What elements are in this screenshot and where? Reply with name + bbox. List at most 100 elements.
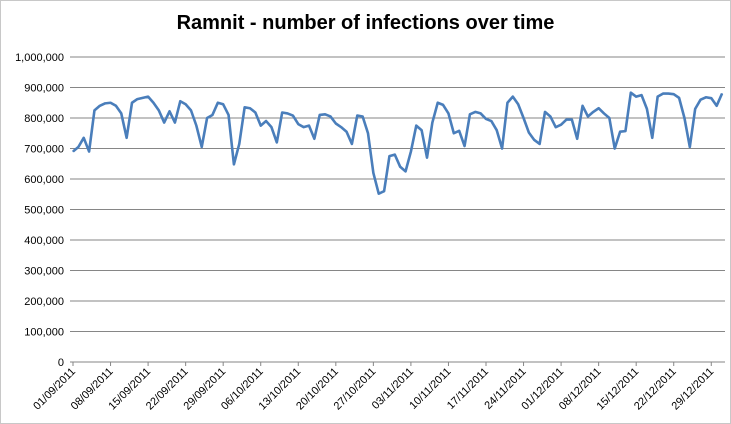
data-point: [522, 117, 525, 119]
data-point: [673, 93, 675, 95]
data-point: [163, 121, 165, 124]
data-point: [431, 121, 433, 124]
data-point: [415, 125, 417, 127]
y-tick-label: 300,000: [24, 266, 64, 278]
data-point: [131, 102, 133, 104]
data-point: [270, 126, 273, 128]
data-point: [404, 170, 407, 172]
data-point: [190, 109, 192, 111]
y-tick-label: 1,000,000: [15, 52, 64, 64]
data-point: [372, 172, 374, 174]
chart-title: Ramnit - number of infections over time: [176, 12, 555, 34]
data-point: [437, 102, 439, 104]
data-point: [120, 112, 122, 115]
series-layer: [72, 91, 724, 195]
data-point: [388, 155, 391, 157]
data-point: [426, 157, 428, 159]
y-tick-label: 800,000: [24, 113, 64, 125]
data-point: [99, 105, 101, 107]
data-point: [152, 102, 155, 104]
data-point: [544, 111, 546, 113]
data-point: [185, 103, 187, 105]
data-point: [109, 102, 112, 104]
y-tick-label: 0: [58, 357, 64, 369]
data-point: [206, 117, 208, 119]
gridlines: [70, 56, 725, 366]
data-point: [158, 109, 160, 111]
data-point: [603, 112, 605, 115]
x-axis-tick-labels: 01/09/201108/09/201115/09/201122/09/2011…: [31, 366, 716, 413]
data-point: [447, 112, 450, 115]
data-point: [657, 96, 659, 98]
data-point: [399, 166, 401, 168]
data-point: [646, 108, 648, 110]
data-point: [254, 111, 256, 114]
data-point: [581, 105, 584, 107]
data-point: [694, 108, 696, 110]
data-point: [217, 102, 219, 104]
y-tick-label: 600,000: [24, 174, 64, 186]
data-point: [286, 112, 289, 115]
series-line: [72, 91, 724, 195]
data-point: [506, 102, 509, 104]
data-point: [619, 131, 621, 133]
data-point: [313, 138, 315, 140]
data-point: [345, 131, 348, 133]
data-point: [592, 111, 594, 113]
data-point: [77, 146, 79, 148]
data-point: [721, 93, 723, 95]
data-point: [238, 143, 240, 145]
data-point: [147, 96, 149, 98]
data-point: [233, 163, 235, 165]
data-point: [555, 126, 557, 128]
data-point: [308, 125, 310, 127]
data-point: [624, 130, 627, 132]
data-point: [88, 150, 90, 153]
data-point: [383, 190, 385, 192]
y-tick-label: 200,000: [24, 296, 64, 308]
data-point: [83, 137, 85, 139]
data-point: [142, 97, 144, 99]
data-point: [560, 124, 562, 126]
data-point: [576, 138, 578, 140]
data-point: [587, 115, 589, 118]
data-point: [496, 129, 498, 131]
data-point: [297, 123, 299, 125]
data-point: [640, 94, 643, 96]
data-point: [485, 118, 487, 120]
data-point: [453, 132, 455, 134]
data-point: [683, 117, 686, 119]
data-point: [571, 118, 573, 121]
data-point: [115, 105, 117, 107]
data-point: [517, 103, 519, 105]
data-point: [699, 99, 702, 101]
data-point: [501, 147, 503, 150]
data-point: [93, 109, 96, 111]
data-point: [329, 115, 332, 118]
data-point: [705, 96, 707, 98]
data-point: [651, 137, 653, 139]
data-point: [362, 115, 364, 118]
data-point: [662, 93, 664, 95]
data-point: [356, 114, 358, 117]
data-point: [319, 114, 321, 116]
data-point: [528, 132, 530, 134]
data-point: [667, 93, 669, 95]
data-point: [292, 114, 294, 117]
data-point: [716, 105, 718, 107]
data-point: [72, 150, 74, 153]
data-point: [174, 121, 176, 124]
data-point: [458, 130, 460, 132]
data-point: [678, 97, 680, 99]
data-point: [367, 132, 369, 134]
data-point: [539, 143, 541, 145]
data-point: [201, 146, 203, 148]
data-point: [227, 114, 230, 116]
data-point: [533, 139, 535, 141]
data-point: [222, 103, 224, 105]
data-point: [260, 125, 262, 127]
data-point: [378, 193, 380, 195]
data-point: [126, 137, 128, 139]
